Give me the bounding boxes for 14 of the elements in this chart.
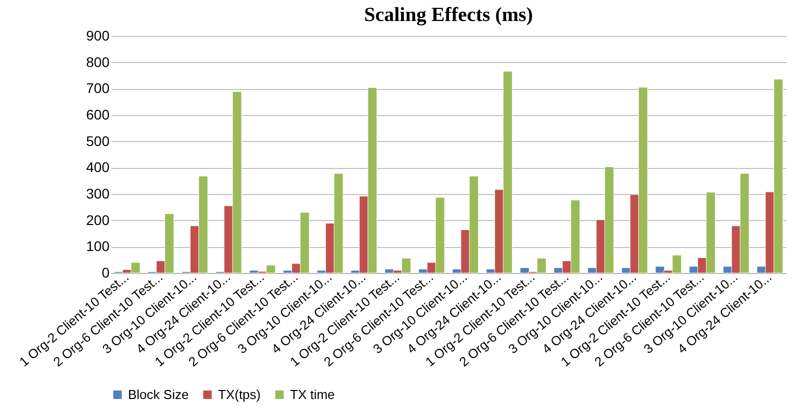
y-tick-label: 900 (86, 28, 110, 44)
y-tick-label: 700 (86, 80, 110, 96)
y-tick-label: 100 (86, 238, 110, 254)
y-tick-label: 600 (86, 106, 110, 122)
legend-label: Block Size (128, 386, 189, 402)
legend-label: TX(tps) (218, 386, 261, 402)
y-tick-label: 300 (86, 186, 110, 202)
y-tick-label: 200 (86, 212, 110, 228)
chart-title: Scaling Effects (ms) (364, 4, 533, 26)
y-tick-label: 500 (86, 132, 110, 149)
legend-label: TX time (290, 386, 335, 402)
y-tick-label: 0 (102, 264, 110, 280)
y-tick-label: 800 (86, 54, 110, 70)
y-tick-label: 400 (86, 159, 110, 176)
